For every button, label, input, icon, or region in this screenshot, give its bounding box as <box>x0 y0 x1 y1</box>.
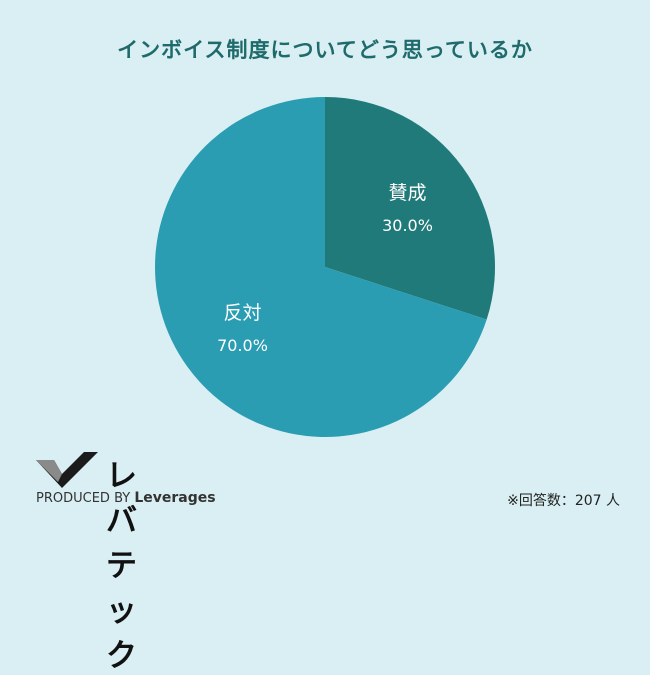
checkmark-logo-icon <box>36 452 98 488</box>
logo-tagline: PRODUCED BY Leverages <box>36 490 216 506</box>
pie-slice-1 <box>154 97 487 437</box>
slice-value-1: 70.0% <box>217 336 268 355</box>
logo-name: レバテック <box>106 458 138 674</box>
brand-name: Leverages <box>134 490 216 506</box>
slice-value-0: 30.0% <box>382 216 433 235</box>
produced-by-text: PRODUCED BY <box>36 491 131 506</box>
respondent-count-note: ※回答数：207 人 <box>507 493 620 509</box>
pie-chart: 賛成 30.0% 反対 70.0% <box>154 97 496 437</box>
pie-slice-0 <box>325 97 496 320</box>
slice-label-1: 反対 <box>223 302 261 324</box>
chart-title: インボイス制度についてどう思っているか <box>117 38 533 62</box>
slice-label-0: 賛成 <box>389 182 427 204</box>
